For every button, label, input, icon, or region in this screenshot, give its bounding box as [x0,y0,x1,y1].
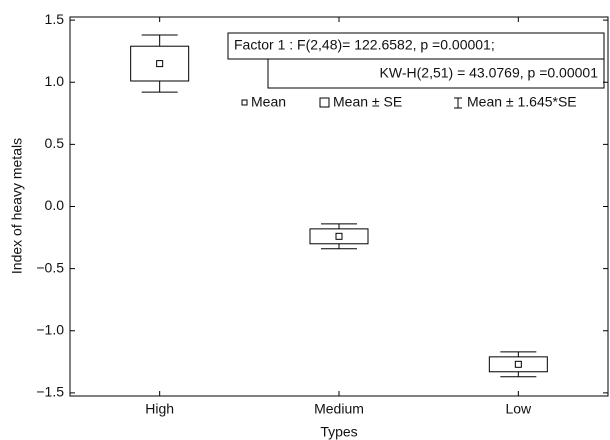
y-tick-label: −1.0 [36,321,64,337]
legend-label: Mean ± 1.645*SE [467,94,577,110]
x-axis-label: Types [320,424,357,440]
y-tick-label: 1.5 [45,11,65,27]
legend-label: Mean ± SE [333,94,402,110]
legend-symbol [454,97,462,109]
y-tick-label: 1.0 [45,73,65,89]
y-tick-label: 0.0 [45,197,65,213]
y-tick-label: −1.5 [36,384,64,400]
legend-label: Mean [251,94,286,110]
annotation: Factor 1 : F(2,48)= 122.6582, p =0.00001… [234,37,495,53]
legend-symbol [241,99,248,106]
annotation-box [267,58,605,89]
mean-marker [156,60,164,68]
mean-marker [335,232,343,240]
y-tick-label: −0.5 [36,259,64,275]
annotation: KW-H(2,51) = 43.0769, p =0.00001 [380,65,599,81]
x-tick-label: Low [505,401,532,417]
y-axis-label: Index of heavy metals [9,138,25,274]
y-tick-label: 0.5 [45,135,65,151]
legend-symbol [319,97,330,108]
x-tick-label: Medium [314,401,364,417]
x-tick-label: High [145,401,174,417]
mean-marker [514,360,522,368]
